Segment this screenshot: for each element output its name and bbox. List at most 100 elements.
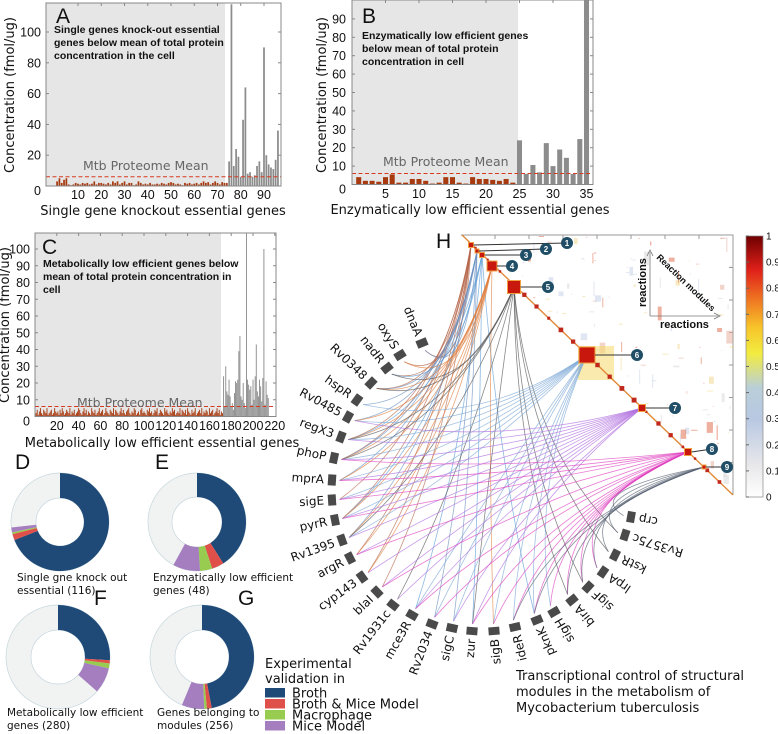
donut-hole bbox=[35, 497, 85, 547]
bar-below-mean bbox=[42, 414, 44, 417]
bar-below-mean bbox=[59, 409, 61, 417]
bar-below-mean bbox=[196, 413, 198, 417]
regulation-edge bbox=[341, 451, 689, 465]
bar-below-mean bbox=[212, 409, 214, 417]
panel-h-caption: modules in the metabolism of bbox=[516, 685, 711, 700]
matrix-cell bbox=[522, 262, 525, 264]
matrix-block bbox=[656, 421, 661, 426]
bar-above-mean bbox=[523, 174, 529, 185]
donut-slice bbox=[181, 681, 205, 710]
regulation-edge bbox=[348, 250, 478, 538]
regulation-edge bbox=[424, 250, 478, 359]
network-edges bbox=[339, 244, 705, 625]
bar-below-mean bbox=[216, 408, 218, 417]
regulation-edge bbox=[567, 466, 705, 595]
panel-letter-c: C bbox=[42, 236, 57, 259]
bar-below-mean bbox=[191, 184, 193, 186]
matrix-cell bbox=[695, 263, 700, 265]
bar-below-mean bbox=[195, 414, 197, 417]
matrix-block bbox=[474, 246, 477, 250]
bar-above-mean bbox=[236, 383, 238, 417]
bar-below-mean bbox=[43, 409, 45, 417]
matrix-cell bbox=[562, 313, 567, 315]
bar-below-mean bbox=[216, 182, 219, 186]
matrix-cell bbox=[652, 380, 657, 382]
bar-below-mean bbox=[403, 182, 409, 185]
panel-letter-h: H bbox=[436, 230, 451, 253]
bar-below-mean bbox=[171, 408, 173, 417]
donut-caption: Metabolically low efficient bbox=[7, 707, 143, 719]
bar-below-mean bbox=[83, 408, 85, 417]
gene-tick bbox=[547, 605, 561, 619]
bar-below-mean bbox=[436, 182, 442, 185]
bar-below-mean bbox=[220, 411, 222, 417]
regulation-edge bbox=[339, 354, 588, 500]
x-tick-label: 50 bbox=[164, 188, 178, 202]
bar-below-mean bbox=[122, 409, 124, 417]
bar-below-mean bbox=[44, 411, 46, 417]
matrix-block bbox=[486, 258, 489, 261]
arrow-up-icon bbox=[646, 249, 654, 257]
bar-below-mean bbox=[90, 414, 92, 417]
bar-below-mean bbox=[217, 413, 219, 417]
gene-label: regX3 bbox=[298, 415, 336, 441]
bar-above-mean bbox=[262, 377, 264, 417]
x-tick-label: 40 bbox=[72, 419, 86, 433]
bar-below-mean bbox=[56, 181, 58, 186]
matrix-cell bbox=[712, 405, 714, 407]
matrix-cell bbox=[716, 425, 718, 440]
matrix-cell bbox=[659, 277, 661, 288]
regulation-edge bbox=[415, 407, 643, 610]
bar-below-mean bbox=[144, 183, 147, 186]
gene-tick bbox=[565, 593, 579, 607]
matrix-cell bbox=[640, 364, 646, 366]
donut-caption: genes (280) bbox=[7, 720, 70, 732]
matrix-cell bbox=[713, 420, 716, 422]
bar-below-mean bbox=[140, 409, 142, 417]
bar-below-mean bbox=[137, 181, 140, 186]
bar-below-mean bbox=[84, 413, 86, 417]
matrix-cell bbox=[673, 365, 680, 368]
gene-tick bbox=[335, 430, 347, 444]
gene-tick bbox=[350, 393, 364, 407]
gene-tick bbox=[425, 618, 439, 630]
below-mean-shaded-region bbox=[35, 233, 221, 417]
module-block bbox=[468, 242, 474, 248]
bar-above-mean bbox=[234, 393, 235, 417]
bar-above-mean bbox=[240, 396, 242, 417]
bar-above-mean bbox=[583, 0, 590, 185]
bar-below-mean bbox=[37, 414, 39, 417]
matrix-cell bbox=[708, 376, 714, 384]
bar-below-mean bbox=[476, 178, 482, 185]
bar-below-mean bbox=[198, 411, 199, 417]
gene-tick bbox=[581, 580, 595, 594]
bar-below-mean bbox=[120, 408, 122, 417]
y-tick-label: 40 bbox=[27, 118, 41, 132]
module-block bbox=[507, 280, 521, 294]
bar-below-mean bbox=[74, 182, 77, 186]
bar-below-mean bbox=[77, 411, 78, 417]
module-block bbox=[486, 260, 498, 272]
bar-above-mean bbox=[246, 233, 247, 417]
bar-above-mean bbox=[232, 165, 235, 186]
bar-below-mean bbox=[113, 408, 114, 417]
bar-below-mean bbox=[118, 184, 121, 186]
matrix-cell bbox=[718, 297, 723, 299]
matrix-cell bbox=[689, 273, 691, 275]
matrix-cell bbox=[672, 414, 674, 418]
plot-frame bbox=[45, 2, 282, 187]
bar-above-mean bbox=[256, 165, 258, 186]
regulation-edge bbox=[339, 354, 588, 481]
x-tick-label: 100 bbox=[134, 419, 155, 433]
bar-below-mean bbox=[202, 414, 204, 417]
bar-below-mean bbox=[125, 184, 128, 186]
bar-below-mean bbox=[193, 411, 195, 417]
bar-above-mean bbox=[274, 159, 277, 186]
matrix-cell bbox=[632, 259, 636, 261]
bar-above-mean bbox=[516, 140, 523, 185]
bar-above-mean bbox=[247, 379, 249, 417]
regulation-edge bbox=[415, 354, 588, 609]
